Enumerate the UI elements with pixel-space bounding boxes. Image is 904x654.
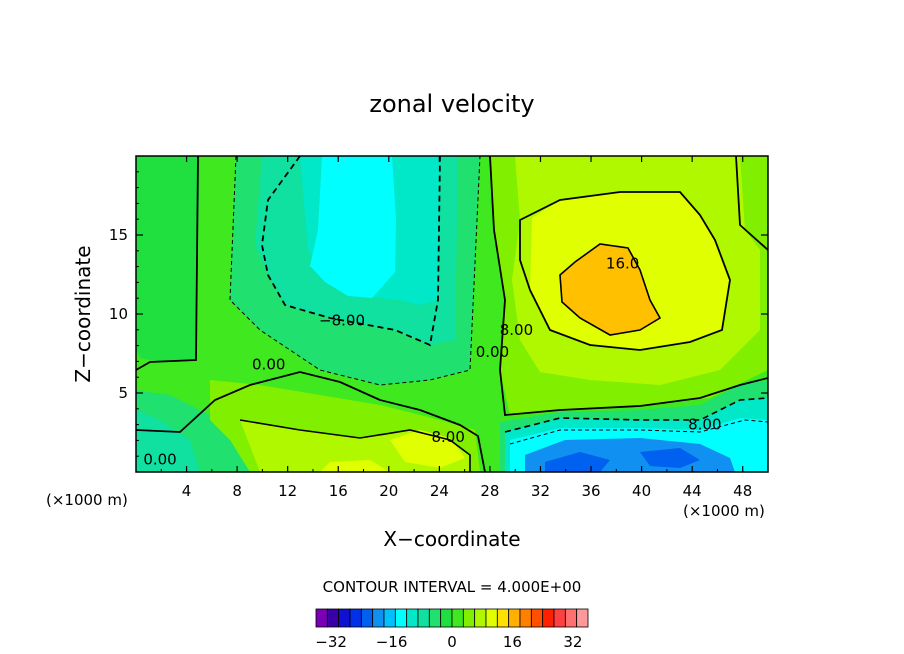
contour-label: 8.00	[688, 416, 721, 434]
contour-sixteen	[559, 243, 662, 336]
y-axis-ticks: 5 10 15	[109, 171, 768, 457]
colorbar-swatch	[451, 608, 464, 628]
colorbar-tick-label: −16	[376, 633, 408, 651]
region-bottom-blue2	[640, 448, 700, 468]
x-tick-label: 28	[480, 482, 499, 500]
contour-labels: 16.0 8.00 −8.00 0.00 0.00 8.00 8.00 0.00	[143, 254, 721, 468]
plot-field	[136, 156, 768, 472]
x-tick-label: 36	[581, 482, 600, 500]
colorbar-swatch	[474, 608, 487, 628]
contour-eight-bottom	[239, 419, 471, 472]
colorbar-swatch	[349, 608, 362, 628]
x-tick-label: 40	[632, 482, 651, 500]
x-axis-units-right: (×1000 m)	[683, 502, 765, 520]
colorbar-swatch	[496, 608, 510, 628]
contour-zero-main	[136, 371, 486, 472]
colorbar-swatch	[508, 608, 521, 628]
contour-zero-mid	[489, 156, 768, 416]
x-tick-label: 16	[329, 482, 348, 500]
y-axis-label: Z−coordinate	[71, 245, 95, 382]
region-left-cool	[136, 156, 200, 362]
colorbar-swatch	[428, 608, 442, 628]
region-bottom-blue	[545, 452, 610, 472]
colorbar-swatch	[485, 608, 498, 628]
contour-eight-right	[519, 191, 731, 351]
x-axis-units-left: (×1000 m)	[46, 491, 128, 509]
colorbar-swatch	[553, 608, 566, 628]
colorbar-swatch	[372, 608, 385, 628]
colorbar-swatch	[564, 608, 578, 628]
colorbar-tick-label: 0	[447, 633, 457, 651]
colorbar	[315, 608, 589, 628]
x-tick-label: 48	[733, 482, 752, 500]
x-tick-label: 44	[683, 482, 702, 500]
colorbar-swatch	[315, 608, 328, 628]
x-tick-label: 12	[278, 482, 297, 500]
contour-label: 8.00	[432, 428, 465, 446]
colorbar-tick-label: 32	[563, 633, 582, 651]
colorbar-tick-labels: −32 −16 0 16 32	[315, 633, 582, 651]
contour-label: −8.00	[319, 311, 365, 329]
colorbar-swatch	[519, 608, 532, 628]
region-bottom-mid-yellow2	[320, 460, 390, 472]
colorbar-swatch	[576, 608, 589, 628]
region-bottom-left-teal	[136, 410, 200, 472]
contour-label: 0.00	[476, 343, 509, 361]
region-right-orange	[560, 244, 660, 335]
contour-interval-label: CONTOUR INTERVAL = 4.000E+00	[323, 578, 582, 596]
colorbar-tick-label: 16	[503, 633, 522, 651]
colorbar-swatch	[326, 608, 340, 628]
x-axis-ticks: 4 8 12 16 20 24 28 32 36 40 44 48	[160, 156, 752, 500]
colorbar-swatch	[394, 608, 408, 628]
x-tick-label: 32	[531, 482, 550, 500]
colorbar-tick-label: −32	[315, 633, 347, 651]
y-tick-label: 5	[118, 384, 128, 402]
x-tick-label: 4	[182, 482, 192, 500]
contour-label: 8.00	[500, 321, 533, 339]
colorbar-swatch	[383, 608, 396, 628]
colorbar-swatch	[462, 608, 476, 628]
colorbar-swatch	[440, 608, 453, 628]
colorbar-swatch	[417, 608, 430, 628]
contour-minus-bottom2	[509, 419, 768, 445]
contour-label: 16.0	[606, 254, 639, 272]
colorbar-swatch	[530, 608, 544, 628]
chart-title: zonal velocity	[369, 90, 534, 118]
contour-zero-left	[136, 156, 199, 371]
contour-label: 0.00	[252, 356, 285, 374]
y-tick-label: 15	[109, 226, 128, 244]
x-tick-label: 20	[379, 482, 398, 500]
y-tick-label: 10	[109, 305, 128, 323]
colorbar-swatch	[406, 608, 419, 628]
colorbar-swatch	[360, 608, 374, 628]
contour-minus-four	[229, 156, 481, 386]
colorbar-swatch	[338, 608, 351, 628]
x-axis-label: X−coordinate	[383, 527, 520, 551]
colorbar-swatch	[542, 608, 555, 628]
region-top-cyan	[310, 156, 396, 298]
contour-zero-right	[735, 156, 768, 251]
x-tick-label: 24	[430, 482, 449, 500]
contour-label: 0.00	[143, 450, 176, 468]
x-tick-label: 8	[232, 482, 242, 500]
